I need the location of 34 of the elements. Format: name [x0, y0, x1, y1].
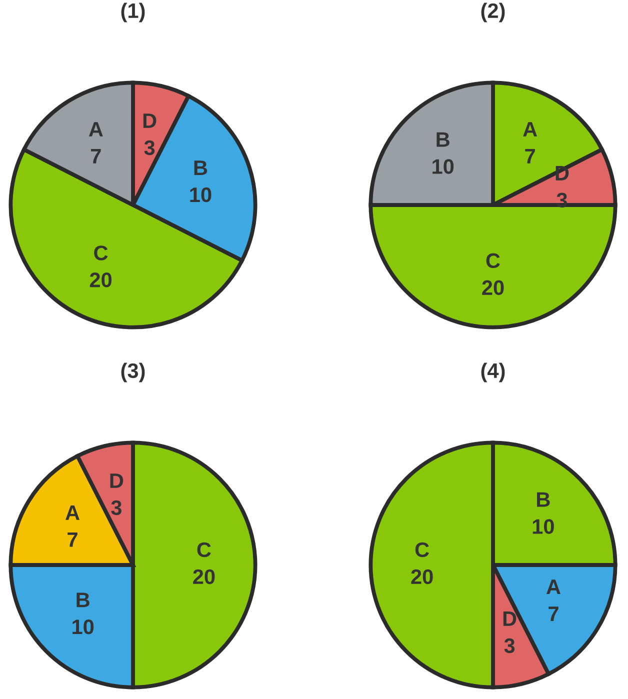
- slice-label: D: [110, 474, 124, 488]
- data-label: 7: [548, 606, 558, 621]
- data-label: 10: [432, 159, 454, 174]
- slice-label: A: [546, 580, 560, 594]
- data-label: 20: [411, 569, 433, 584]
- slice-label: D: [143, 114, 156, 128]
- slice-label: B: [537, 492, 550, 507]
- data-label: 3: [111, 500, 122, 516]
- slice-label: D: [503, 612, 516, 626]
- data-label: 7: [68, 532, 78, 547]
- chart-title: (2): [481, 2, 505, 22]
- chart-title: (3): [121, 362, 145, 382]
- slice-label: A: [66, 506, 80, 520]
- slice-label: C: [197, 542, 211, 558]
- slice-label: C: [486, 253, 500, 268]
- data-label: 10: [72, 619, 94, 634]
- data-label: 10: [532, 519, 554, 534]
- data-label: 7: [91, 149, 101, 164]
- data-label: 20: [482, 280, 504, 296]
- data-label: 3: [504, 638, 515, 654]
- slice-label: C: [94, 246, 108, 260]
- data-label: 7: [525, 149, 535, 164]
- slice-label: A: [523, 122, 538, 136]
- data-label: 20: [90, 272, 112, 288]
- data-label: 20: [193, 569, 215, 584]
- slice-label: C: [415, 542, 429, 558]
- data-label: 10: [190, 187, 212, 202]
- slice-label: A: [88, 122, 103, 136]
- chart-title: (4): [481, 362, 505, 382]
- slice-label: B: [436, 132, 450, 147]
- data-label: 3: [144, 140, 155, 156]
- chart-title: (1): [121, 2, 145, 22]
- slice-label: B: [76, 592, 90, 608]
- slice-label: B: [194, 160, 208, 175]
